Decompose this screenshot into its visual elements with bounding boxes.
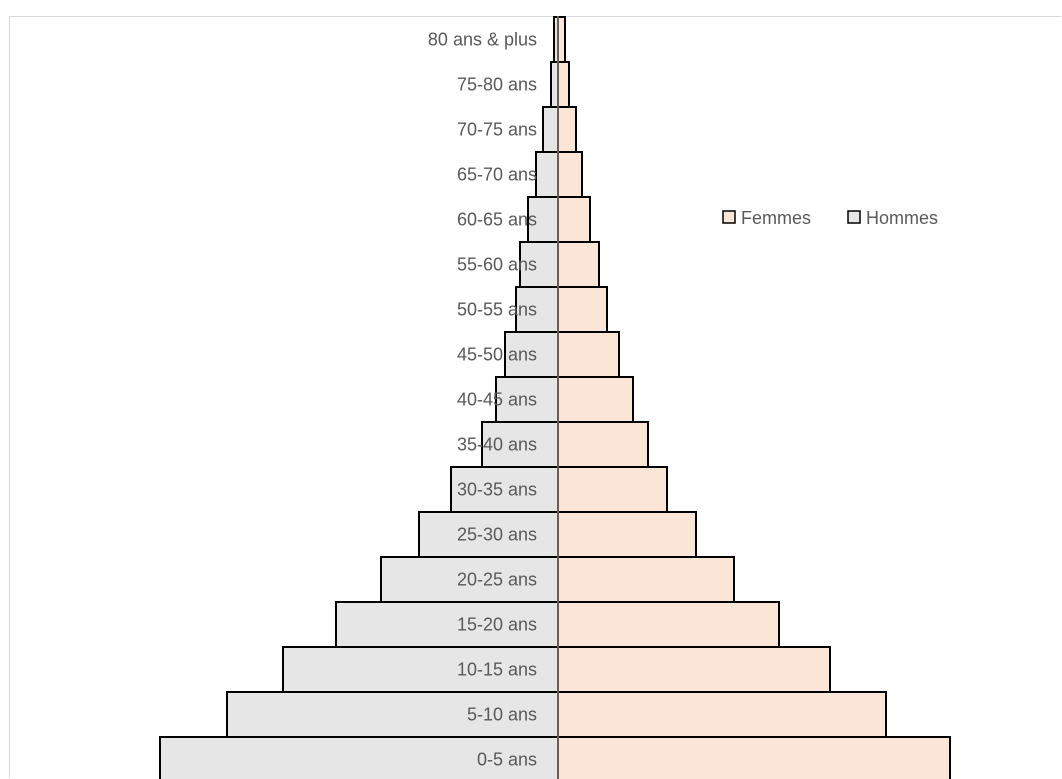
category-label-40-45-ans: 40-45 ans <box>457 390 537 410</box>
legend: Femmes Hommes <box>722 208 938 228</box>
category-label-50-55-ans: 50-55 ans <box>457 300 537 320</box>
category-label-45-50-ans: 45-50 ans <box>457 345 537 365</box>
category-label-70-75-ans: 70-75 ans <box>457 120 537 140</box>
bar-hommes-5-10-ans <box>226 691 559 738</box>
bar-hommes-55-60-ans <box>519 241 559 288</box>
bar-femmes-40-45-ans <box>557 376 634 423</box>
bar-femmes-30-35-ans <box>557 466 668 513</box>
bar-hommes-15-20-ans <box>335 601 559 648</box>
category-label-55-60-ans: 55-60 ans <box>457 255 537 275</box>
chart-area <box>9 16 1061 778</box>
bar-femmes-0-5-ans <box>557 736 951 779</box>
bar-femmes-65-70-ans <box>557 151 583 198</box>
bar-femmes-75-80-ans <box>557 61 570 108</box>
bar-femmes-25-30-ans <box>557 511 697 558</box>
category-label-0-5-ans: 0-5 ans <box>477 750 537 770</box>
bar-hommes-65-70-ans <box>535 151 559 198</box>
bar-femmes-20-25-ans <box>557 556 735 603</box>
legend-label-hommes: Hommes <box>866 208 938 228</box>
category-label-20-25-ans: 20-25 ans <box>457 570 537 590</box>
bar-hommes-35-40-ans <box>481 421 559 468</box>
category-label-35-40-ans: 35-40 ans <box>457 435 537 455</box>
bar-femmes-5-10-ans <box>557 691 887 738</box>
legend-label-femmes: Femmes <box>741 208 811 228</box>
tick-labels-layer: 0-5 ans 5-10 ans 10-15 ans 15-20 ans 20-25 a… <box>428 30 537 770</box>
bar-femmes-80-ans-plus <box>557 16 566 63</box>
bar-femmes-15-20-ans <box>557 601 780 648</box>
category-label-5-10-ans: 5-10 ans <box>467 705 537 725</box>
category-label-65-70-ans: 65-70 ans <box>457 165 537 185</box>
bar-hommes-25-30-ans <box>418 511 559 558</box>
bar-femmes-45-50-ans <box>557 331 620 378</box>
category-label-15-20-ans: 15-20 ans <box>457 615 537 635</box>
category-label-75-80-ans: 75-80 ans <box>457 75 537 95</box>
category-label-60-65-ans: 60-65 ans <box>457 210 537 230</box>
category-label-80-ans-plus: 80 ans & plus <box>428 30 537 50</box>
legend-swatch-hommes <box>847 210 861 224</box>
bar-femmes-10-15-ans <box>557 646 831 693</box>
bar-femmes-50-55-ans <box>557 286 608 333</box>
category-label-25-30-ans: 25-30 ans <box>457 525 537 545</box>
bars-layer <box>159 16 951 779</box>
bar-femmes-60-65-ans <box>557 196 591 243</box>
category-label-30-35-ans: 30-35 ans <box>457 480 537 500</box>
bar-hommes-50-55-ans <box>515 286 559 333</box>
category-label-10-15-ans: 10-15 ans <box>457 660 537 680</box>
bar-femmes-35-40-ans <box>557 421 649 468</box>
bar-hommes-70-75-ans <box>542 106 559 153</box>
legend-swatch-femmes <box>722 210 736 224</box>
bar-femmes-55-60-ans <box>557 241 600 288</box>
bar-hommes-75-80-ans <box>550 61 559 108</box>
bar-femmes-70-75-ans <box>557 106 577 153</box>
